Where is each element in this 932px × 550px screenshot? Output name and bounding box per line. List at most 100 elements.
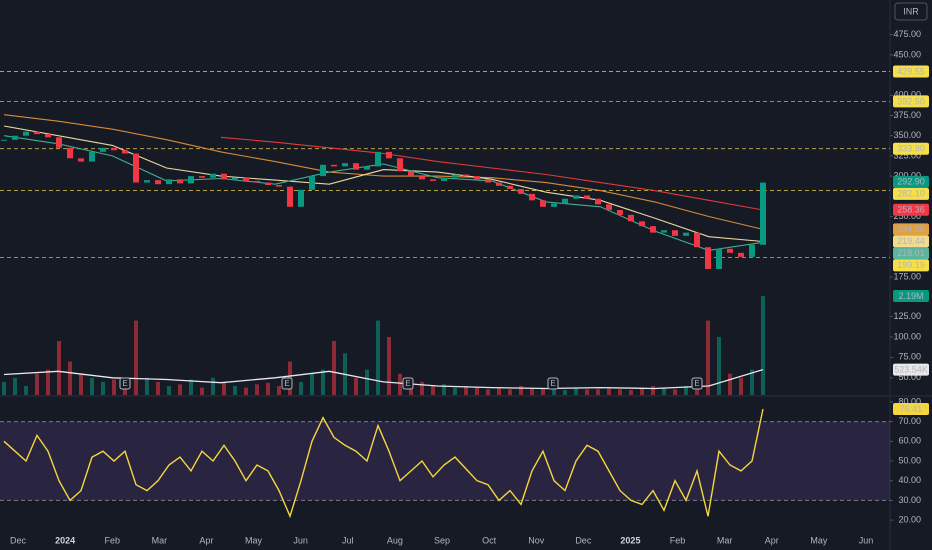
earnings-box — [691, 377, 703, 390]
volume-bar — [563, 390, 567, 395]
candle — [342, 163, 348, 167]
volume-bar — [673, 389, 677, 395]
volume-bar — [640, 387, 644, 395]
volume-bar — [453, 387, 457, 395]
volume-bar — [321, 369, 325, 395]
candle — [441, 177, 447, 181]
y-tick-label: 450.00 — [893, 49, 921, 59]
candle — [573, 195, 579, 199]
volume-bar — [310, 373, 314, 395]
price-badge-bg — [893, 95, 929, 108]
volume-bar — [101, 381, 105, 395]
x-tick-label: May — [245, 535, 263, 545]
candle — [188, 176, 194, 184]
volume-bar — [167, 386, 171, 395]
candle — [298, 189, 304, 207]
candle — [67, 147, 73, 159]
price-badge: 333.90 — [897, 144, 925, 154]
moving-average — [3, 125, 764, 243]
rsi-line — [3, 408, 764, 519]
candle — [364, 166, 370, 170]
y-tick-label: 300.00 — [893, 170, 921, 180]
volume-bar — [244, 387, 248, 395]
volume-bar — [530, 387, 534, 395]
volume-bar — [398, 373, 402, 395]
volume-bar — [46, 369, 50, 395]
earnings-box — [281, 377, 293, 390]
earnings-label: E — [694, 379, 699, 388]
x-tick-label: Mar — [717, 535, 733, 545]
earnings-box — [119, 377, 131, 390]
x-tick-label: Oct — [482, 535, 497, 545]
candle — [584, 195, 590, 199]
y-tick-label: 50.00 — [898, 372, 921, 382]
candle — [232, 177, 238, 180]
price-badge: 258.36 — [897, 205, 925, 215]
volume-bar — [266, 382, 270, 395]
volume-ma-badge: 523.54K — [894, 365, 928, 375]
volume-bar — [79, 373, 83, 395]
volume-bar — [24, 386, 28, 395]
y-tick-label: 80.00 — [898, 396, 921, 406]
price-badge: 292.90 — [897, 177, 925, 187]
candle — [485, 179, 491, 183]
candle — [672, 230, 678, 236]
volume-bar — [233, 386, 237, 395]
candle — [496, 182, 502, 186]
x-tick-label: 2025 — [620, 535, 640, 545]
x-tick-label: Aug — [387, 535, 403, 545]
y-tick-label: 475.00 — [893, 29, 921, 39]
currency-box[interactable] — [894, 2, 928, 21]
candle — [727, 248, 733, 253]
volume-bar — [112, 379, 116, 395]
candle — [177, 179, 183, 184]
price-badge: 218.01 — [897, 248, 925, 258]
volume-bar — [651, 386, 655, 395]
volume-bar — [365, 369, 369, 395]
candle — [243, 177, 249, 181]
earnings-label: E — [284, 379, 289, 388]
candle — [353, 163, 359, 170]
candle — [45, 134, 51, 138]
volume-bar — [541, 388, 545, 395]
candle — [705, 247, 711, 269]
candle — [166, 179, 172, 185]
volume-bar — [739, 377, 743, 395]
candle — [650, 226, 656, 233]
volume-bar — [442, 384, 446, 395]
earnings-label: E — [405, 379, 410, 388]
x-tick-label: 2024 — [55, 535, 75, 545]
y-tick-label: 50.00 — [898, 455, 921, 465]
candle — [144, 180, 150, 183]
price-badge-bg — [893, 223, 929, 236]
price-badge-bg — [893, 175, 929, 188]
candle — [309, 176, 315, 190]
candle — [375, 151, 381, 167]
volume-bar — [519, 386, 523, 395]
candle — [463, 174, 469, 177]
candle — [507, 185, 513, 190]
moving-average — [220, 136, 764, 211]
candle — [89, 151, 95, 162]
candle — [331, 164, 337, 167]
y-tick-label: 20.00 — [898, 514, 921, 524]
volume-bar — [200, 387, 204, 395]
candle — [254, 180, 260, 183]
volume-bar — [475, 387, 479, 395]
volume-bar — [189, 379, 193, 395]
x-tick-label: Sep — [434, 535, 450, 545]
volume-ma-badge-bg — [893, 363, 929, 376]
candle — [617, 210, 623, 215]
volume-bar — [90, 377, 94, 395]
earnings-label: E — [122, 379, 127, 388]
x-tick-label: Dec — [10, 535, 27, 545]
candle — [716, 248, 722, 269]
candle — [397, 158, 403, 172]
candle — [595, 198, 601, 205]
y-tick-label: 70.00 — [898, 416, 921, 426]
volume-bar — [618, 389, 622, 395]
candle — [155, 180, 161, 185]
candle — [111, 147, 117, 151]
volume-bar — [354, 377, 358, 395]
y-tick-label: 30.00 — [898, 495, 921, 505]
